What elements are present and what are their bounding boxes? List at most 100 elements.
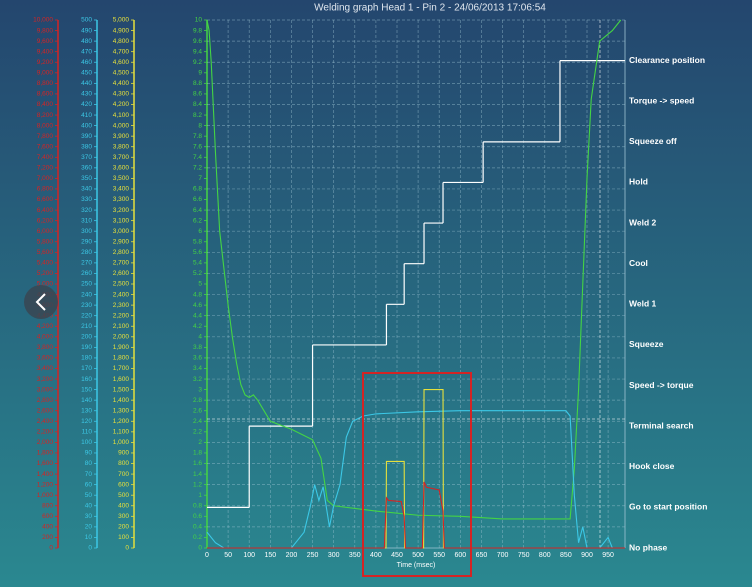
y-tick-label: 2,600 <box>113 270 130 277</box>
back-button-circle[interactable] <box>24 285 58 319</box>
y-tick-label: 3.2 <box>193 376 202 383</box>
y-tick-label: 2,100 <box>113 323 130 330</box>
y-tick-label: 2,000 <box>37 439 54 446</box>
y-tick-label: 350 <box>81 175 92 182</box>
y-tick-label: 900 <box>118 450 129 457</box>
y-tick-label: 20 <box>85 524 93 531</box>
y-tick-label: 110 <box>82 429 93 436</box>
y-tick-label: 2 <box>198 439 202 446</box>
back-button[interactable] <box>24 285 58 319</box>
y-tick-label: 1,000 <box>113 439 130 446</box>
y-tick-label: 4.6 <box>193 302 202 309</box>
y-tick-label: 1,000 <box>37 492 54 499</box>
y-tick-label: 8,200 <box>37 112 54 119</box>
y-tick-label: 9.2 <box>193 59 202 66</box>
y-tick-label: 7 <box>198 175 202 182</box>
y-tick-label: 9,200 <box>37 59 54 66</box>
phase-label: Hook close <box>629 461 675 471</box>
y-tick-label: 800 <box>118 460 129 467</box>
y-tick-label: 360 <box>81 165 92 172</box>
y-tick-label: 9,400 <box>37 48 54 55</box>
y-tick-label: 1,400 <box>37 471 54 478</box>
y-tick-label: 5.6 <box>193 249 202 256</box>
y-tick-label: 320 <box>81 207 92 214</box>
y-tick-label: 130 <box>81 407 92 414</box>
y-tick-label: 4,400 <box>113 80 130 87</box>
y-tick-label: 180 <box>81 355 92 362</box>
y-tick-label: 90 <box>85 450 93 457</box>
y-tick-label: 6,400 <box>37 207 54 214</box>
y-tick-label: 6.4 <box>193 207 202 214</box>
y-tick-label: 8.2 <box>193 112 202 119</box>
y-tick-label: 370 <box>81 154 92 161</box>
y-tick-label: 2,300 <box>113 302 130 309</box>
y-tick-label: 140 <box>81 397 92 404</box>
x-tick-label: 600 <box>454 552 466 559</box>
y-tick-label: 6,800 <box>37 186 54 193</box>
x-tick-label: 350 <box>349 552 361 559</box>
x-tick-label: 650 <box>476 552 488 559</box>
y-tick-label: 4 <box>198 334 202 341</box>
y-tick-label: 1.6 <box>193 460 202 467</box>
y-tick-label: 1,400 <box>113 397 130 404</box>
y-tick-label: 300 <box>118 513 129 520</box>
x-tick-label: 700 <box>497 552 509 559</box>
y-tick-label: 3 <box>198 386 202 393</box>
y-tick-label: 3,100 <box>113 217 130 224</box>
x-axis-label: Time (msec) <box>397 562 436 569</box>
y-tick-label: 3,000 <box>113 228 130 235</box>
x-tick-label: 850 <box>560 552 572 559</box>
y-tick-label: 0 <box>198 545 202 552</box>
y-tick-label: 160 <box>81 376 92 383</box>
plot: 0 50 100 150 200 250 300 350 400 450 500 550 600 650 7… <box>33 17 707 569</box>
y-tick-label: 2,400 <box>37 418 54 425</box>
y-tick-label: 280 <box>81 249 92 256</box>
y-tick-label: 1,800 <box>37 450 54 457</box>
back-chevron[interactable] <box>35 293 46 311</box>
y-tick-label: 0.8 <box>193 502 202 509</box>
y-tick-label: 3,600 <box>113 165 130 172</box>
y-tick-label: 0 <box>125 545 129 552</box>
y-tick-label: 8,600 <box>37 91 54 98</box>
y-tick-label: 7.6 <box>193 143 202 150</box>
y-tick-label: 3,900 <box>113 133 130 140</box>
y-tick-label: 400 <box>42 524 53 531</box>
y-tick-label: 490 <box>81 27 92 34</box>
y-tick-label: 150 <box>81 386 92 393</box>
y-tick-label: 2,500 <box>113 281 130 288</box>
y-tick-label: 4,200 <box>37 323 54 330</box>
y-tick-label: 3,500 <box>113 175 130 182</box>
y-tick-label: 2.8 <box>193 397 202 404</box>
y-tick-label: 80 <box>85 460 93 467</box>
x-tick-label: 150 <box>264 552 276 559</box>
y-tick-label: 7.8 <box>193 133 202 140</box>
phase-label: Clearance position <box>629 55 705 65</box>
x-tick-label: 50 <box>224 552 232 559</box>
phase-label: Cool <box>629 258 648 268</box>
y-tick-label: 4,800 <box>113 38 130 45</box>
y-tick-label: 1.8 <box>193 450 202 457</box>
y-tick-label: 6,200 <box>37 217 54 224</box>
y-tick-label: 400 <box>81 122 92 129</box>
y-tick-label: 270 <box>81 260 92 267</box>
y-tick-label: 4,500 <box>113 70 130 77</box>
chart-title: Welding graph Head 1 - Pin 2 - 24/06/201… <box>314 3 546 14</box>
y-tick-label: 2,200 <box>37 429 54 436</box>
y-tick-label: 700 <box>118 471 129 478</box>
y-tick-label: 1,900 <box>113 344 130 351</box>
y-tick-label: 3,800 <box>37 344 54 351</box>
x-tick-label: 900 <box>581 552 593 559</box>
y-tick-label: 290 <box>81 238 92 245</box>
y-tick-label: 470 <box>81 48 92 55</box>
y-tick-label: 8,000 <box>37 122 54 129</box>
y-tick-label: 1,200 <box>113 418 130 425</box>
y-tick-label: 450 <box>81 70 92 77</box>
y-tick-label: 2,800 <box>37 397 54 404</box>
y-tick-label: 4,000 <box>37 334 54 341</box>
y-tick-label: 3.4 <box>193 365 202 372</box>
phase-label: Hold <box>629 177 648 187</box>
x-tick-label: 100 <box>243 552 255 559</box>
y-tick-label: 4,000 <box>113 122 130 129</box>
y-tick-label: 5,800 <box>37 238 54 245</box>
